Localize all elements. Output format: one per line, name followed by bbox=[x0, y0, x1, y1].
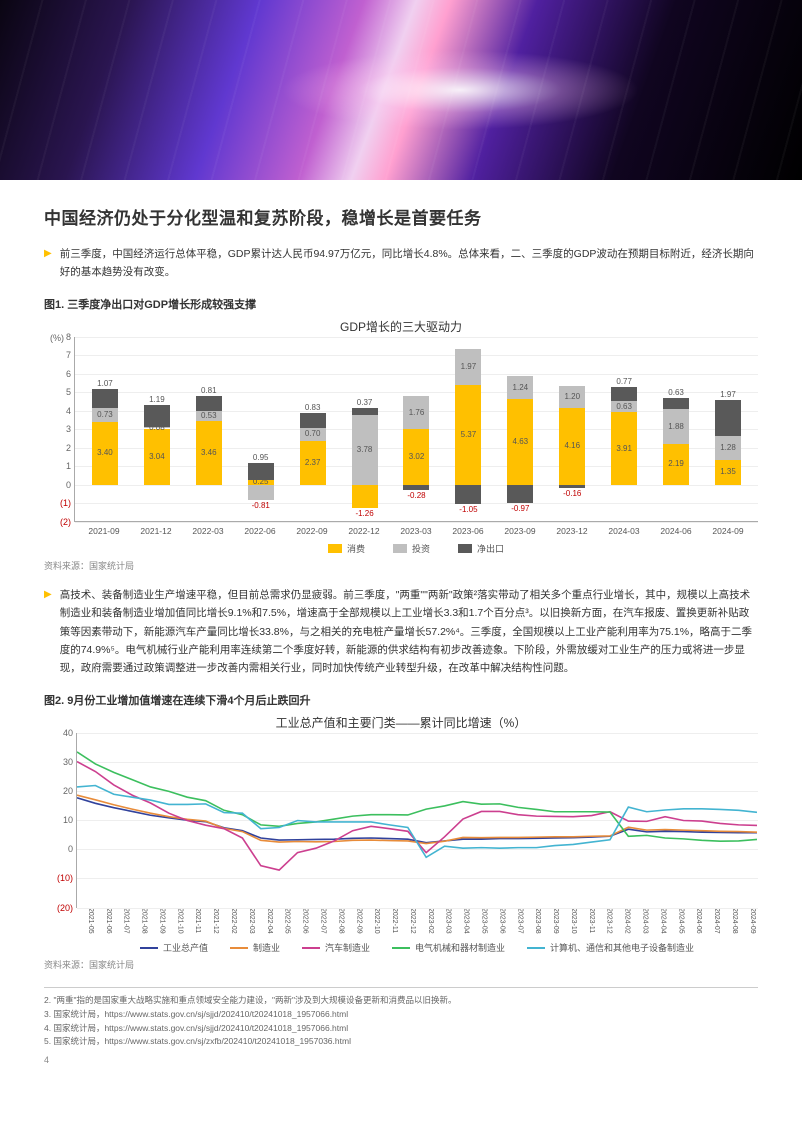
fig2-caption: 图2. 9月份工业增加值增速在连续下滑4个月后止跌回升 bbox=[44, 692, 758, 708]
para2-text: 高技术、装备制造业生产增速平稳，但目前总需求仍显疲弱。前三季度，"两重""两新"… bbox=[60, 586, 758, 678]
para1-text: 前三季度，中国经济运行总体平稳，GDP累计达人民币94.97万亿元，同比增长4.… bbox=[60, 245, 758, 282]
page-number: 4 bbox=[44, 1055, 758, 1065]
fig2-title: 工业总产值和主要门类——累计同比增速（%） bbox=[44, 714, 758, 731]
chart2-plot: (20)(10)010203040 bbox=[76, 733, 758, 908]
page-content: 中国经济仍处于分化型温和复苏阶段，稳增长是首要任务 ▶ 前三季度，中国经济运行总… bbox=[0, 180, 802, 1083]
chart1-legend: 消费投资净出口 bbox=[74, 542, 758, 555]
fig2-source: 资料来源：国家统计局 bbox=[44, 958, 758, 971]
chart2-container: (20)(10)010203040 2021-052021-062021-072… bbox=[44, 733, 758, 955]
page-heading: 中国经济仍处于分化型温和复苏阶段，稳增长是首要任务 bbox=[44, 204, 758, 229]
hero-banner bbox=[0, 0, 802, 180]
fig1-source: 资料来源：国家统计局 bbox=[44, 559, 758, 572]
chart2-xlabels: 2021-052021-062021-072021-082021-092021-… bbox=[76, 908, 756, 934]
bullet-para-2: ▶ 高技术、装备制造业生产增速平稳，但目前总需求仍显疲弱。前三季度，"两重""两… bbox=[44, 586, 758, 678]
fig1-caption: 图1. 三季度净出口对GDP增长形成较强支撑 bbox=[44, 296, 758, 312]
chart2-legend: 工业总产值制造业汽车制造业电气机械和器材制造业计算机、通信和其他电子设备制造业 bbox=[76, 941, 758, 954]
chart1-container: (%) (2)(1)0123456783.400.731.073.040.081… bbox=[44, 337, 758, 555]
chart1-xlabels: 2021-092021-122022-032022-062022-092022-… bbox=[74, 522, 758, 536]
fig1-title: GDP增长的三大驱动力 bbox=[44, 318, 758, 335]
bullet-icon: ▶ bbox=[44, 248, 52, 282]
bullet-para-1: ▶ 前三季度，中国经济运行总体平稳，GDP累计达人民币94.97万亿元，同比增长… bbox=[44, 245, 758, 282]
footnotes: 2. "两重"指的是国家重大战略实施和重点领域安全能力建设，"两新"涉及到大规模… bbox=[44, 987, 758, 1048]
chart1-plot: (2)(1)0123456783.400.731.073.040.081.193… bbox=[74, 337, 758, 522]
bullet-icon: ▶ bbox=[44, 589, 52, 678]
